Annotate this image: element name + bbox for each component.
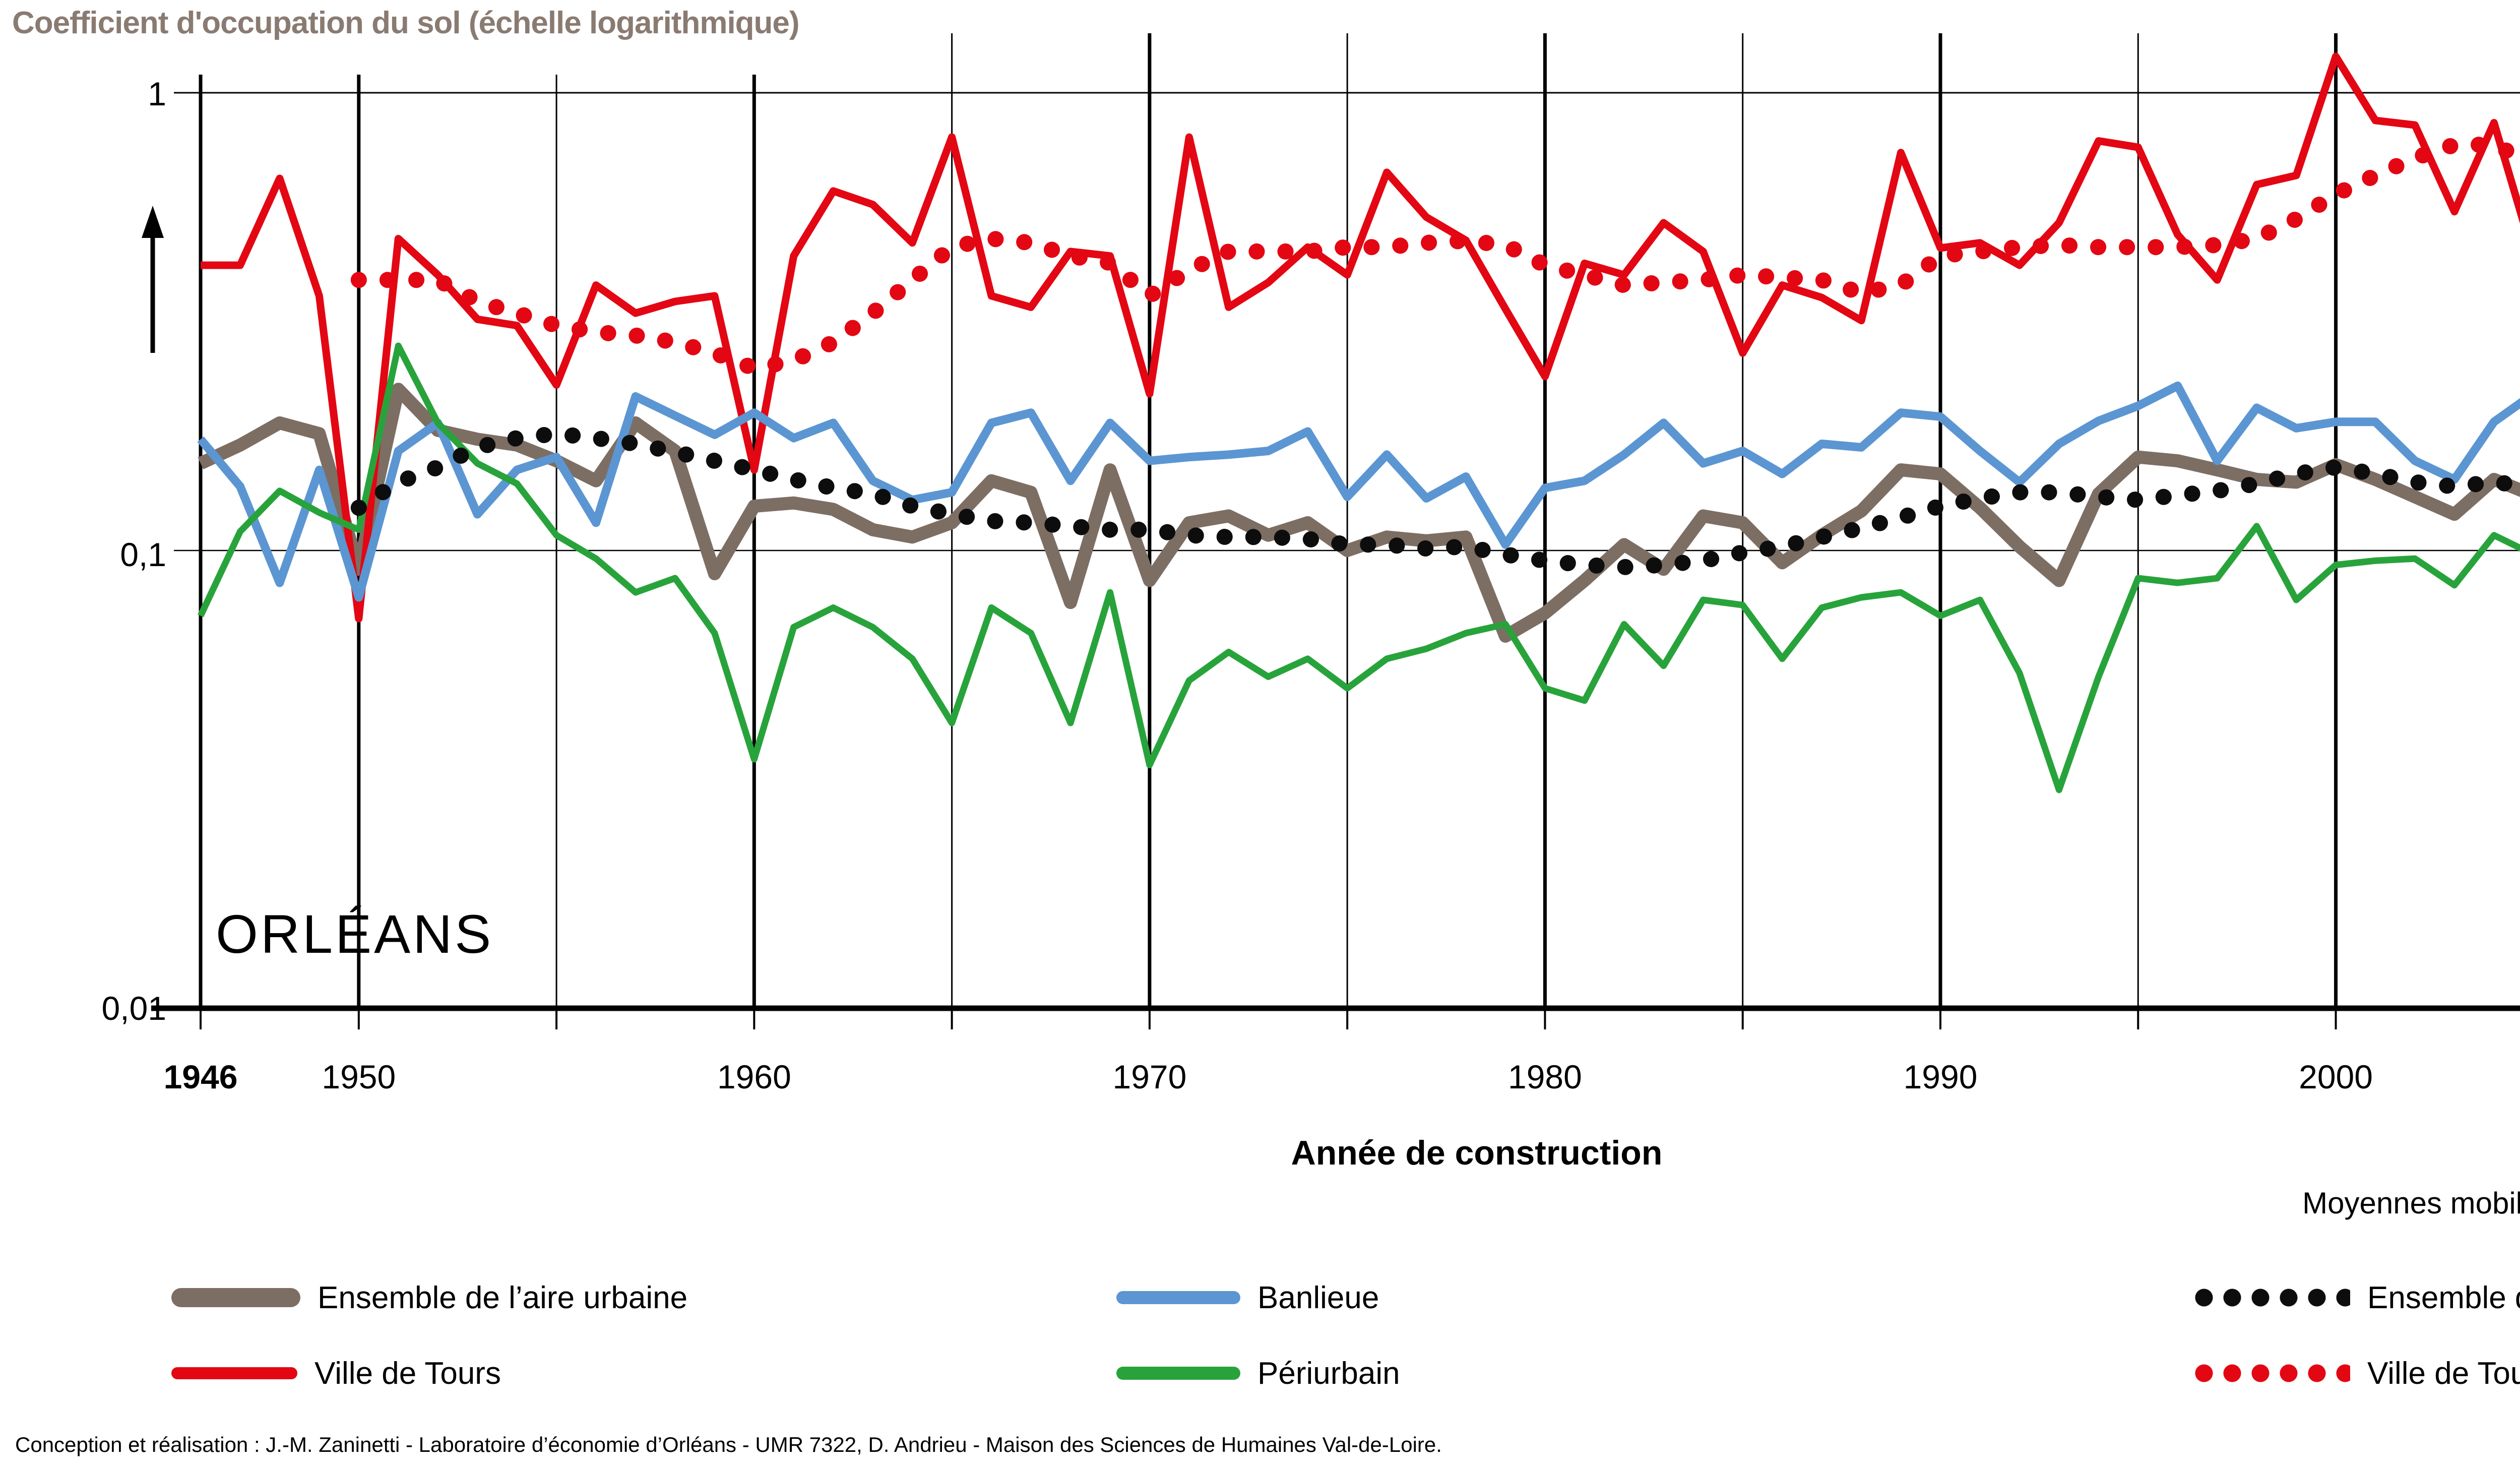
x-tick-label-1950: 1950 [322,1058,396,1095]
legend-label: Ville de Tours [314,1356,501,1391]
aire-urbaine-line-swatch [171,1288,300,1307]
periurbain-line-swatch [1116,1367,1240,1380]
moving-average-heading: Moyennes mobiles sur 5 ans [2302,1186,2520,1220]
legend-label: Ville de Tours [2367,1356,2520,1391]
legend-item-ville-de-tours-moyenne: Ville de Tours [2190,1350,2520,1396]
legend-label: Ensemble de l’aire urbaine [2367,1280,2520,1315]
legend-item-periurbain: Périurbain [1116,1350,1400,1396]
x-tick-label-1946: 1946 [163,1058,238,1095]
legend-item-banlieue: Banlieue [1116,1274,1379,1321]
x-tick-label-1980: 1980 [1508,1058,1582,1095]
legend-item-aire-urbaine: Ensemble de l’aire urbaine [171,1274,687,1321]
chart-title: Coefficient d'occupation du sol (échelle… [12,6,800,40]
x-axis-title: Année de construction [1291,1134,1663,1172]
series-aire_urbaine [198,383,2520,643]
y-tick-label-0_01: 0,01 [101,990,166,1027]
ville-de-tours-line-swatch [171,1367,297,1379]
series-dotted-ville_de_tours [350,137,2520,377]
series-periurbain [198,342,2520,793]
series-ville_de_tours [201,52,2520,623]
credits-authors: Conception et réalisation : J.-M. Zanine… [15,1433,1442,1456]
y-tick-label-0_1: 0,1 [120,536,166,573]
black-dots-swatch [2190,1288,2350,1308]
x-tick-label-1990: 1990 [1903,1058,1978,1095]
legend-label: Banlieue [1257,1280,1379,1315]
y-tick-label-1: 1 [148,75,166,112]
x-tick-label-1970: 1970 [1112,1058,1187,1095]
x-tick-label-2000: 2000 [2299,1058,2373,1095]
legend-label: Périurbain [1257,1356,1400,1391]
series-banlieue [197,381,2520,602]
legend-label: Ensemble de l’aire urbaine [318,1280,688,1315]
red-dots-swatch [2190,1363,2350,1383]
series-dotted-moyenne_noire [350,425,2520,575]
y-axis-arrow-head [142,206,164,238]
banlieue-line-swatch [1116,1291,1240,1304]
region-label: ORLÉANS [216,903,494,964]
legend-item-ville-de-tours: Ville de Tours [171,1350,501,1396]
x-tick-label-1960: 1960 [717,1058,791,1095]
legend-item-aire-urbaine-moyenne: Ensemble de l’aire urbaine [2190,1274,2520,1321]
